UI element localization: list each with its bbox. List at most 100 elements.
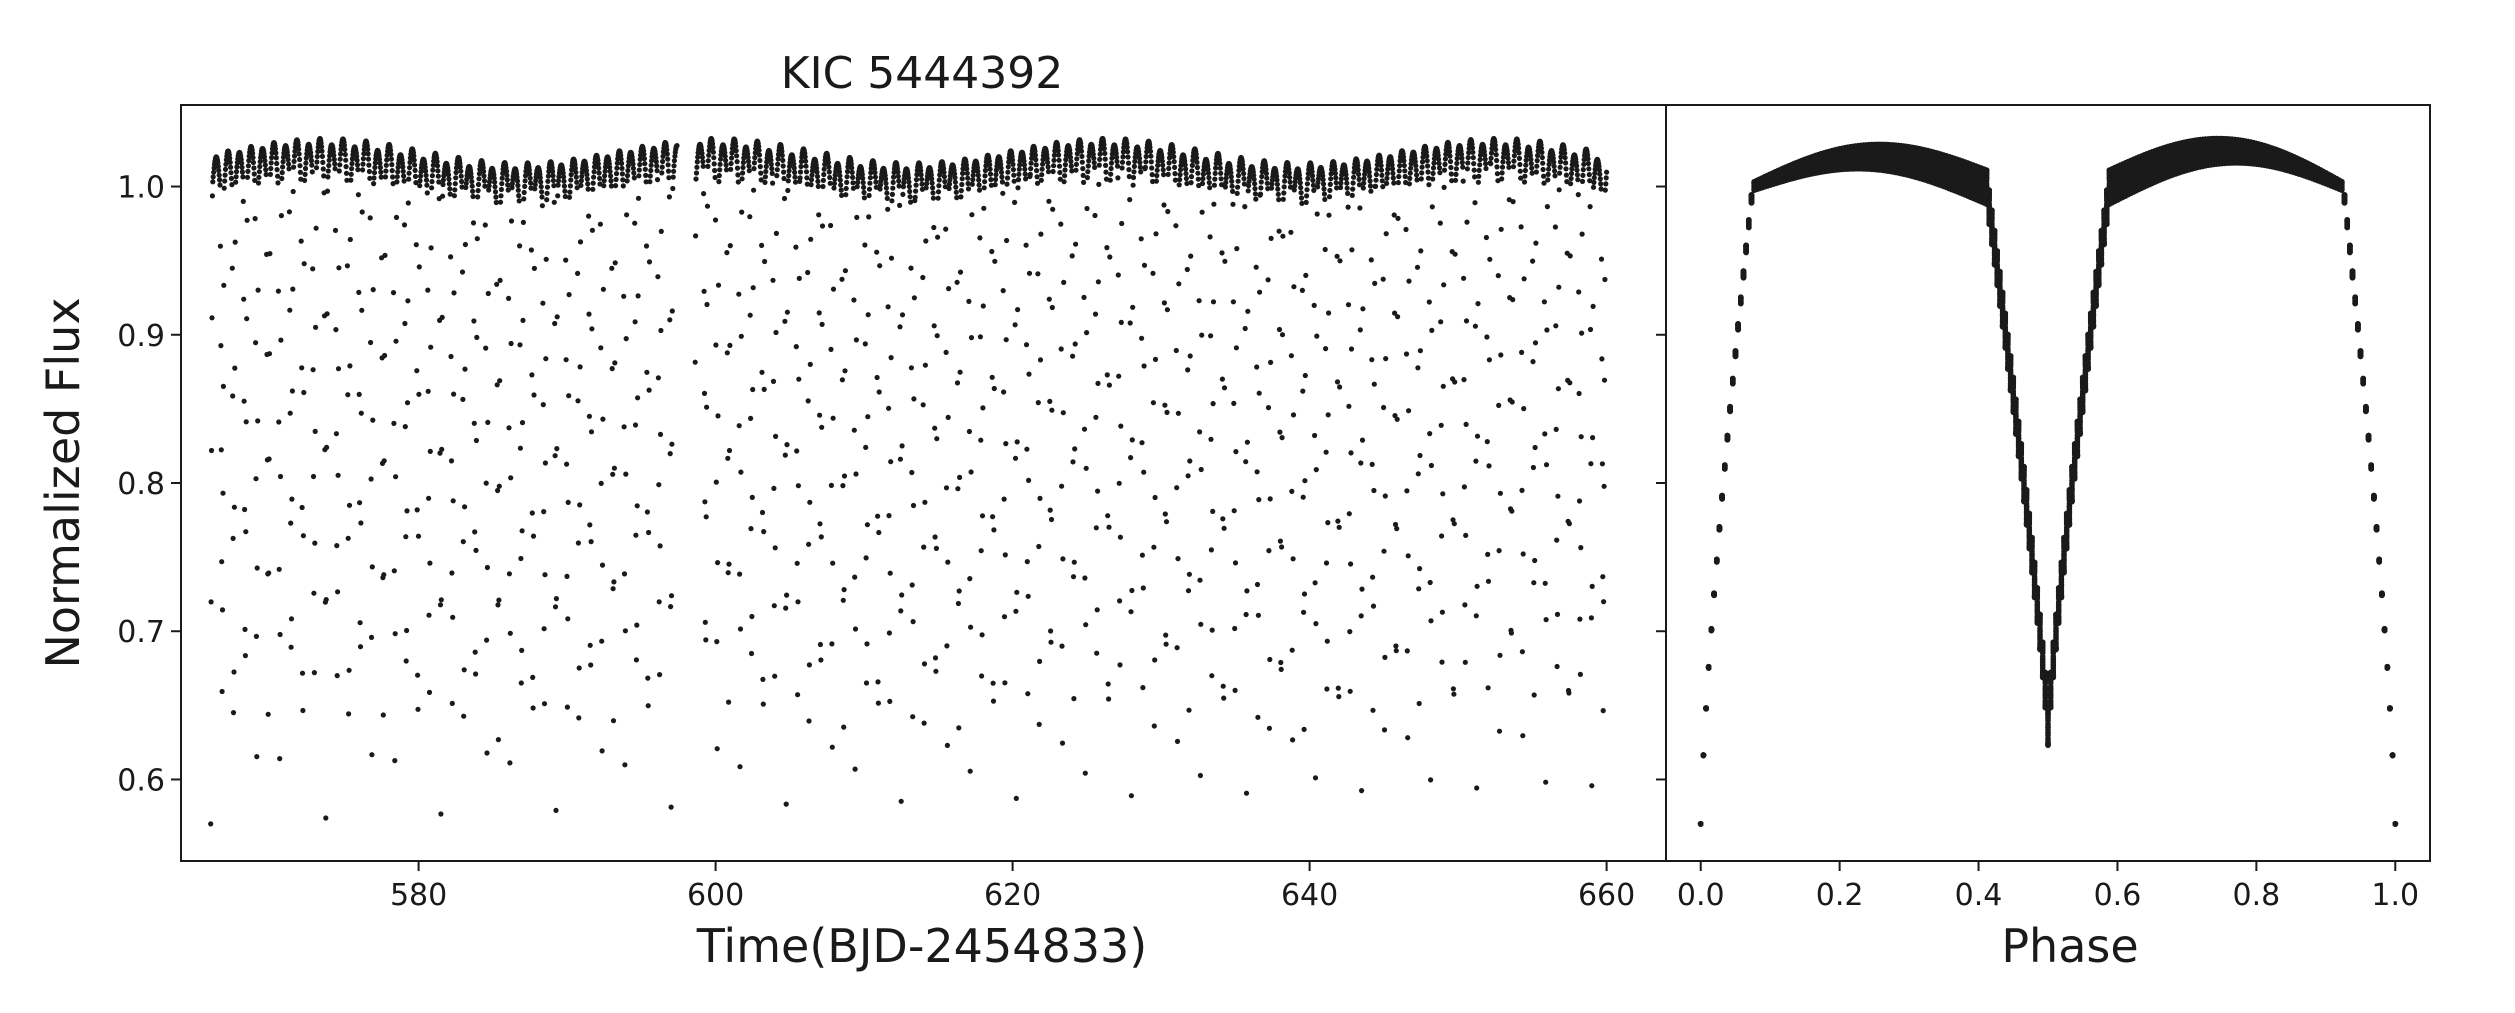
light-curve-point bbox=[1602, 276, 1608, 283]
light-curve-point bbox=[706, 152, 712, 158]
light-curve-point bbox=[495, 487, 501, 494]
light-curve-point bbox=[267, 251, 273, 257]
light-curve-point bbox=[1170, 149, 1176, 155]
light-curve-point bbox=[1314, 333, 1320, 339]
light-curve-point bbox=[1000, 288, 1006, 294]
light-curve-point bbox=[321, 173, 327, 179]
light-curve-point bbox=[1004, 237, 1010, 244]
light-curve-point bbox=[1428, 777, 1434, 783]
light-curve-point bbox=[1229, 183, 1235, 189]
light-curve-point bbox=[1521, 276, 1527, 282]
light-curve-point bbox=[841, 473, 848, 479]
light-curve-point bbox=[877, 263, 883, 269]
light-curve-point bbox=[1416, 586, 1422, 592]
light-curve-point bbox=[286, 166, 292, 172]
y-tick-label: 0.9 bbox=[117, 319, 165, 354]
light-curve-point bbox=[515, 187, 521, 193]
light-curve-point bbox=[1084, 205, 1090, 212]
light-curve-point bbox=[1579, 178, 1586, 184]
light-curve-point bbox=[368, 339, 374, 346]
light-curve-point bbox=[957, 369, 963, 375]
light-curve-point bbox=[288, 644, 294, 650]
light-curve-point bbox=[412, 167, 418, 173]
light-curve-point bbox=[366, 162, 372, 168]
light-curve-point bbox=[1040, 161, 1046, 167]
light-curve-point bbox=[1389, 166, 1396, 172]
light-curve-point bbox=[290, 286, 296, 292]
light-curve-point bbox=[1161, 300, 1167, 306]
light-curve-point bbox=[279, 170, 285, 176]
light-curve-point bbox=[701, 288, 707, 294]
light-curve-point bbox=[630, 161, 636, 167]
light-curve-point bbox=[1257, 289, 1263, 295]
light-curve-point bbox=[1118, 423, 1124, 429]
light-curve-point bbox=[941, 165, 947, 172]
light-curve-point bbox=[394, 174, 400, 180]
light-curve-point bbox=[564, 573, 570, 580]
light-curve-point bbox=[826, 169, 832, 175]
light-curve-point bbox=[867, 180, 873, 186]
light-curve-point bbox=[244, 316, 250, 322]
light-curve-point bbox=[562, 193, 568, 200]
light-curve-point bbox=[756, 143, 762, 150]
light-curve-point bbox=[852, 766, 858, 772]
y-tick-label: 0.6 bbox=[117, 763, 165, 798]
light-curve-point bbox=[610, 586, 616, 592]
light-curve-point bbox=[888, 459, 894, 465]
light-curve-point bbox=[298, 238, 304, 244]
light-curve-point bbox=[944, 742, 951, 749]
light-curve-point bbox=[493, 194, 499, 200]
light-curve-point bbox=[234, 164, 240, 170]
light-curve-point bbox=[427, 448, 433, 454]
light-curve-point bbox=[1233, 449, 1239, 455]
light-curve-point bbox=[943, 226, 949, 232]
light-curve-point bbox=[897, 456, 904, 462]
light-curve-point bbox=[911, 396, 917, 402]
light-curve-point bbox=[946, 181, 953, 187]
light-curve-point bbox=[840, 597, 846, 603]
light-curve-point bbox=[649, 158, 655, 164]
light-curve-point bbox=[969, 181, 975, 187]
light-curve-point bbox=[347, 363, 353, 369]
light-curve-point bbox=[277, 473, 284, 480]
light-curve-point bbox=[1242, 325, 1248, 332]
light-curve-point bbox=[320, 159, 326, 165]
light-curve-point bbox=[1103, 169, 1109, 175]
light-curve-point bbox=[934, 436, 940, 442]
light-curve-point bbox=[562, 188, 568, 194]
light-curve-point bbox=[944, 643, 950, 649]
light-curve-point bbox=[440, 193, 446, 199]
light-curve-point bbox=[253, 633, 259, 640]
light-curve-point bbox=[1373, 171, 1379, 178]
light-curve-point bbox=[826, 164, 832, 170]
light-curve-point bbox=[622, 762, 628, 768]
light-curve-point bbox=[451, 391, 457, 397]
light-curve-point bbox=[591, 164, 598, 170]
light-curve-point bbox=[1324, 638, 1330, 644]
light-curve-point bbox=[1074, 156, 1080, 162]
light-curve-point bbox=[751, 166, 757, 172]
light-curve-point bbox=[1034, 168, 1040, 174]
light-curve-point bbox=[1451, 691, 1457, 697]
light-curve-point bbox=[532, 186, 538, 192]
light-curve-point bbox=[578, 178, 585, 184]
light-curve-point bbox=[1032, 152, 1038, 158]
light-curve-point bbox=[849, 165, 855, 171]
light-curve-point bbox=[561, 178, 567, 184]
light-curve-point bbox=[529, 372, 535, 378]
light-curve-point bbox=[499, 181, 505, 187]
light-curve-point bbox=[699, 150, 705, 156]
light-curve-point bbox=[657, 543, 663, 549]
light-curve-point bbox=[840, 483, 846, 489]
light-curve-point bbox=[1219, 376, 1225, 382]
light-curve-point bbox=[660, 153, 666, 159]
light-curve-point bbox=[970, 172, 976, 178]
light-curve-point bbox=[1427, 579, 1433, 586]
light-curve-point bbox=[445, 168, 451, 174]
light-curve-point bbox=[1028, 166, 1034, 172]
light-curve-point bbox=[932, 425, 938, 431]
light-curve-point bbox=[566, 194, 573, 200]
light-curve-point bbox=[220, 383, 226, 389]
light-curve-point bbox=[588, 429, 595, 435]
light-curve-point bbox=[889, 191, 896, 197]
